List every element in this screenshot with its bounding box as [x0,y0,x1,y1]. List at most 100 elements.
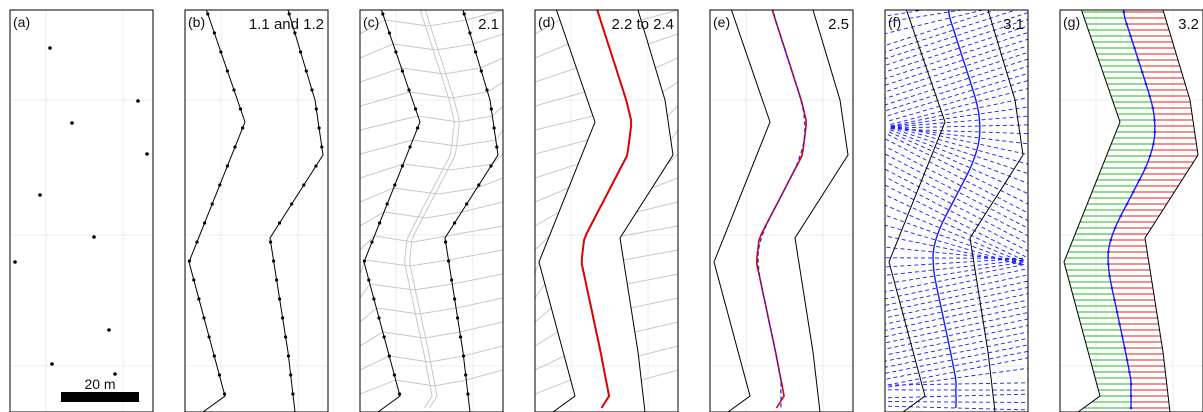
voronoi-edge [640,10,678,21]
voronoi-diagram [360,10,503,412]
centerline-vertex [1152,142,1155,146]
transect [885,224,1023,266]
edge-point [192,278,196,282]
panel-frame [184,9,329,412]
road-edge-left [713,10,771,412]
centerline-vertex [1148,154,1152,158]
transect [885,12,1028,60]
panel-frame [534,9,679,412]
transect [889,127,1028,175]
edge-point [210,202,214,206]
edge-point [378,221,382,225]
centerline-vertex [1122,10,1126,14]
transect [885,257,1024,259]
edge-point [397,392,402,396]
edge-point [459,335,463,339]
transect-lines [885,10,1028,412]
road-edge-right [269,10,324,412]
panel-b: (b) 1.1 and 1.2 [184,9,329,412]
edge-point [362,259,366,263]
centerline-vertex [1125,358,1129,362]
voronoi-edge [535,139,588,155]
edge-point [232,88,236,92]
voronoi-edge [623,249,678,261]
survey-point [70,121,74,125]
centerline-vertex [1140,70,1144,74]
edge-point [212,31,216,35]
panel-label: (a) [13,14,30,30]
edge-point [392,373,396,377]
grid-lines [535,10,678,412]
transect [885,161,1028,237]
voronoi-edge [535,67,577,83]
transect [885,38,1028,86]
voronoi-edge [535,163,579,179]
edge-point [400,69,404,73]
voronoi-edge [638,345,678,357]
step-label: 2.5 [828,16,849,33]
voronoi-edge [666,105,678,117]
voronoi-edge [443,67,481,75]
centerline-vertex [1128,370,1131,374]
centerline-vertex [1125,22,1128,26]
edge-point [495,145,499,149]
voronoi-edge [409,259,449,267]
transect [885,350,1028,380]
centerline-vertex [1107,262,1110,266]
transect [885,305,1028,338]
voronoi-edge [360,331,384,347]
voronoi-edge [666,153,678,165]
voronoi-edge [376,307,420,315]
voronoi-edge [634,321,678,333]
transect [885,259,1024,276]
edge-point [293,31,297,35]
transect [885,176,1028,252]
transect [885,194,1025,261]
edge-point [461,354,466,358]
voronoi-edge [433,379,467,387]
edge-point [222,392,227,396]
voronoi-edge [393,43,437,51]
edge-point [286,354,291,358]
survey-point [145,152,149,156]
voronoi-edge [446,225,503,237]
edge-point [195,240,199,244]
step-label: 1.1 and 1.2 [249,16,324,33]
edge-point [287,12,291,16]
transect [885,10,997,46]
edge-point [275,278,279,282]
edge-point [444,240,448,244]
transect [885,324,1028,356]
transect [885,264,1025,293]
transect [885,357,1028,386]
edge-point [450,278,454,282]
voronoi-edge [401,67,444,75]
centerline-vertex [1144,82,1148,86]
transect [885,344,1028,374]
transect [885,299,1028,331]
road-edge-left [188,10,246,412]
survey-point [113,372,117,376]
edge-point [408,145,412,149]
edge-point [299,50,303,54]
edge-point [382,335,386,339]
voronoi-edge [655,57,678,69]
edge-point [218,183,222,187]
transect [885,331,1028,362]
voronoi-edge [461,201,503,213]
voronoi-edge [636,201,678,213]
transect [889,126,1028,145]
centerline-vertex [1109,238,1113,242]
survey-point [136,99,140,103]
voronoi-edge [419,307,457,315]
edge-point [466,392,470,396]
edge-point [203,221,207,225]
edge-point [320,145,324,149]
edge-point [492,126,496,130]
voronoi-edge [463,345,503,357]
scattered-survey-points [13,46,149,376]
centerline-vertex [1123,346,1126,350]
panel-label: (f) [888,14,901,30]
extracted-centerline [535,10,678,412]
